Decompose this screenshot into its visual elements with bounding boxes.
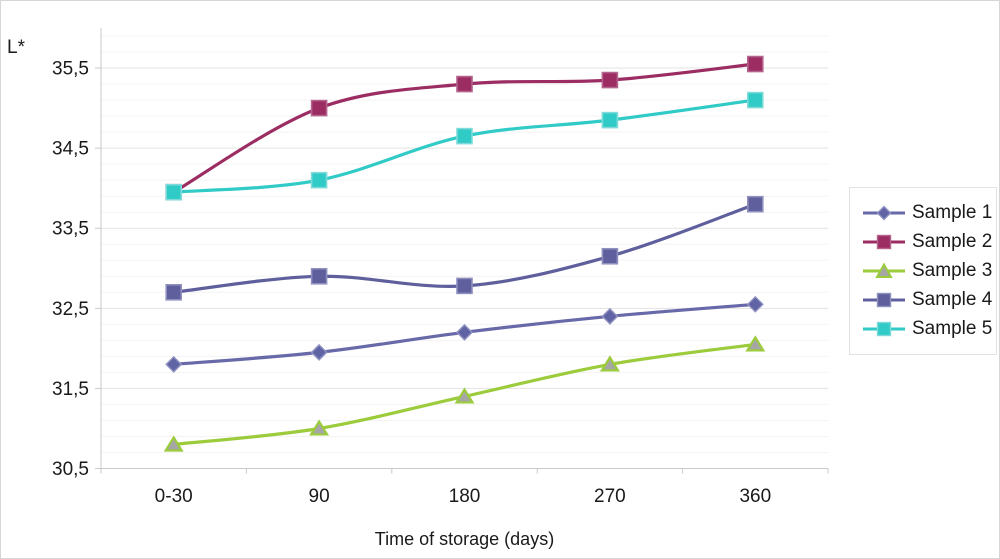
data-point-marker <box>746 91 764 109</box>
legend-marker-square-icon <box>863 292 905 308</box>
data-point-marker <box>599 355 620 372</box>
data-point-marker <box>601 307 619 325</box>
data-point-marker <box>310 99 328 117</box>
x-axis-title: Time of storage (days) <box>374 529 555 549</box>
y-tick-label: 30,5 <box>52 459 89 480</box>
data-point-marker <box>309 419 330 436</box>
data-point-marker <box>163 435 184 452</box>
legend-marker-square-icon <box>863 321 905 337</box>
data-point-marker <box>456 127 473 145</box>
x-tick-label: 0-30 <box>155 486 193 507</box>
data-point-marker <box>165 283 182 301</box>
x-tick-label: 360 <box>739 486 771 507</box>
legend-label: Sample 5 <box>912 318 993 339</box>
x-tick-label: 90 <box>309 486 330 507</box>
data-point-marker <box>310 343 328 361</box>
series-sample-3[interactable] <box>163 335 766 452</box>
legend: Sample 1 Sample 2 Sample 3 Sample 4 Sample 5 <box>849 187 997 355</box>
data-point-marker <box>745 335 766 352</box>
legend-marker-square-icon <box>863 234 905 250</box>
data-point-marker <box>601 111 619 129</box>
legend-label: Sample 2 <box>912 231 993 252</box>
data-point-marker <box>601 71 619 89</box>
data-point-marker <box>456 277 473 295</box>
data-point-marker <box>456 75 473 93</box>
series-sample-4[interactable] <box>165 195 764 301</box>
x-tick-label: 180 <box>449 486 481 507</box>
data-point-marker <box>746 195 764 213</box>
legend-label: Sample 3 <box>912 260 993 281</box>
y-tick-label: 33,5 <box>52 219 89 240</box>
data-point-marker <box>310 171 328 189</box>
y-tick-label: 31,5 <box>52 379 89 400</box>
data-point-marker <box>165 355 183 373</box>
series-line <box>172 98 757 194</box>
legend-item-sample-2[interactable]: Sample 2 <box>862 228 996 257</box>
legend-marker-diamond-icon <box>863 205 905 221</box>
data-point-marker <box>746 295 764 313</box>
legend-item-sample-1[interactable]: Sample 1 <box>862 199 996 228</box>
series-sample-1[interactable] <box>165 295 764 373</box>
data-point-marker <box>601 247 619 265</box>
legend-marker-triangle-icon <box>863 262 905 278</box>
y-axis-title: L* <box>7 37 25 58</box>
legend-item-sample-5[interactable]: Sample 5 <box>862 315 996 344</box>
data-point-marker <box>456 323 473 341</box>
legend-item-sample-3[interactable]: Sample 3 <box>862 257 996 286</box>
y-tick-label: 34,5 <box>52 139 89 160</box>
x-tick-label: 270 <box>594 486 626 507</box>
legend-item-sample-4[interactable]: Sample 4 <box>862 286 996 315</box>
series-sample-5[interactable] <box>165 91 764 201</box>
data-point-marker <box>310 267 328 285</box>
data-point-marker <box>165 183 182 201</box>
y-tick-label: 32,5 <box>52 299 89 320</box>
legend-label: Sample 1 <box>912 202 993 223</box>
data-point-marker <box>746 55 764 73</box>
y-tick-label: 35,5 <box>52 59 89 80</box>
legend-label: Sample 4 <box>912 289 993 310</box>
data-point-marker <box>454 387 475 404</box>
